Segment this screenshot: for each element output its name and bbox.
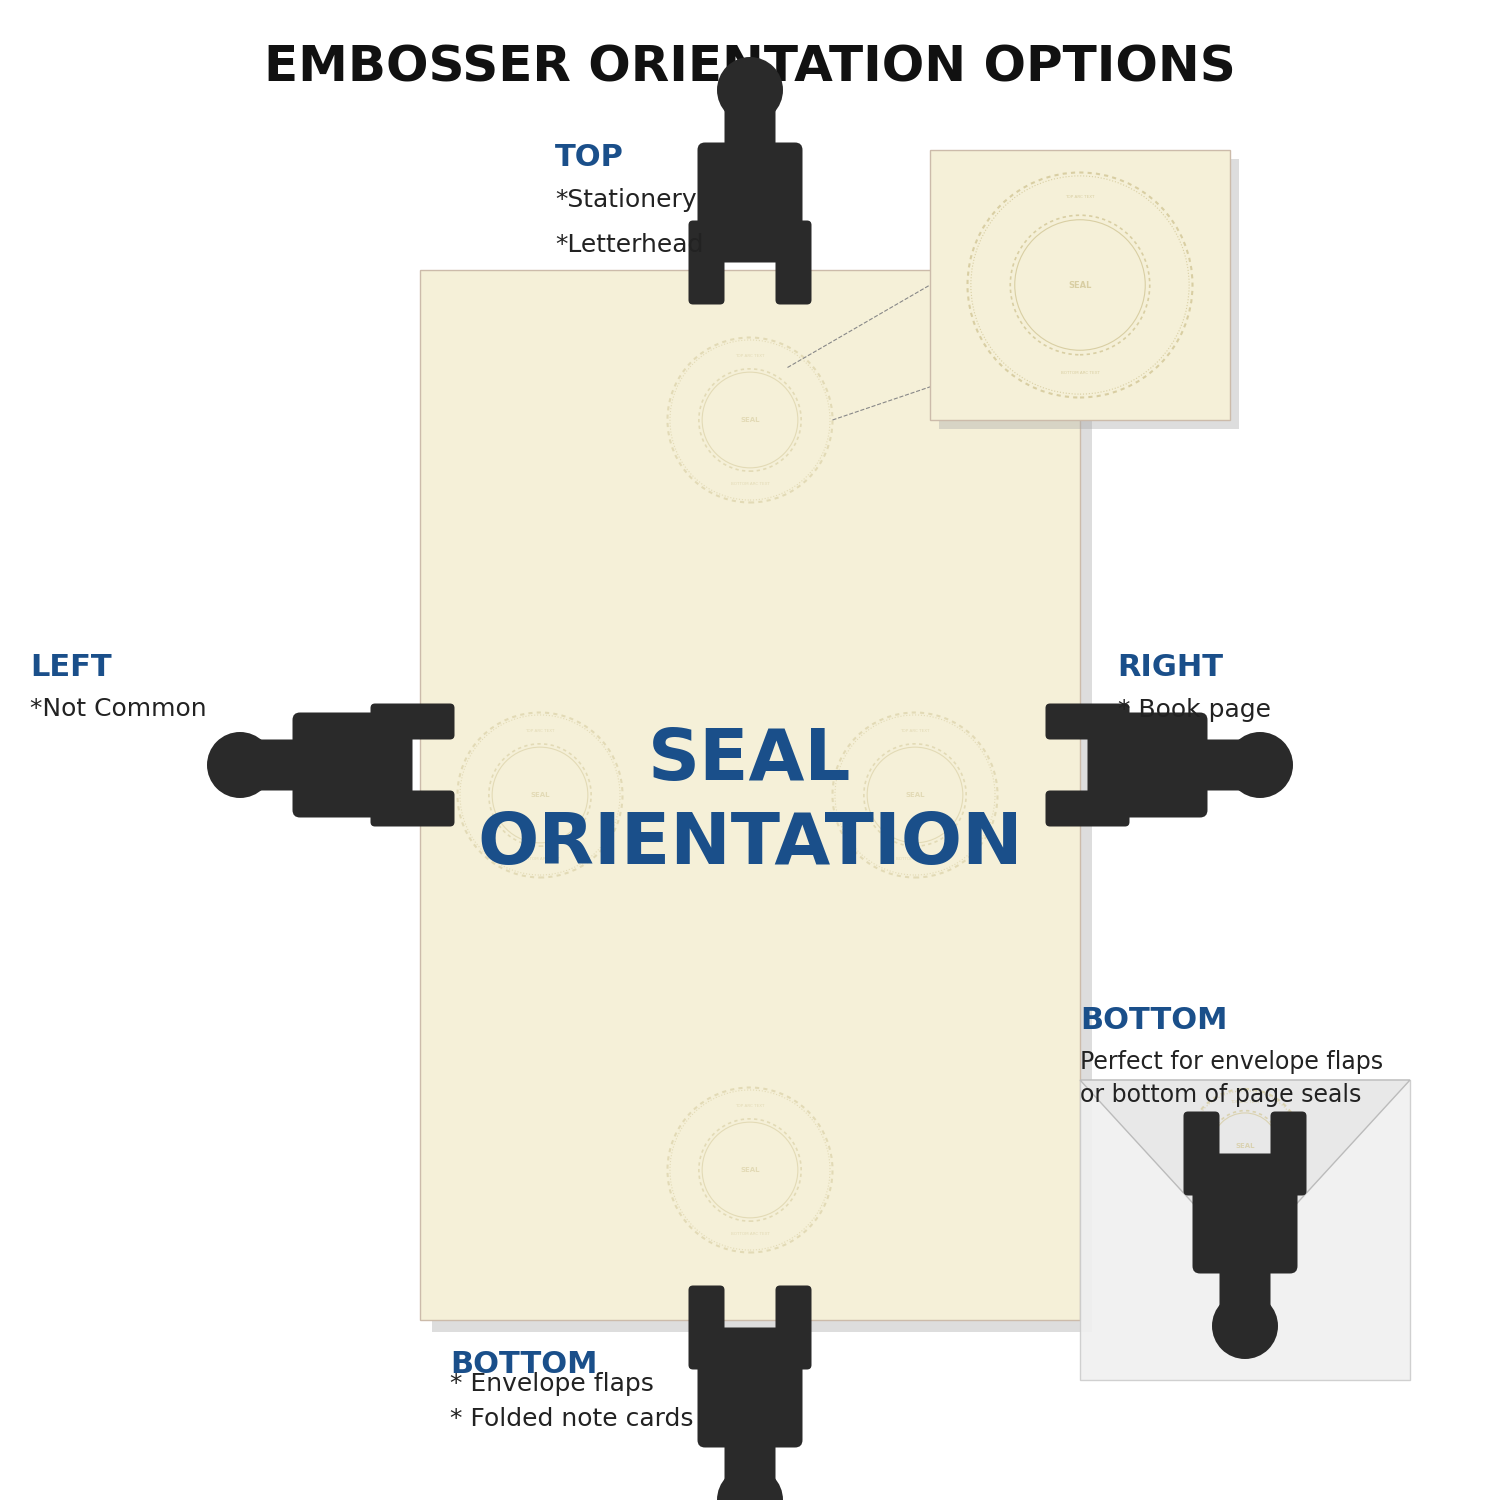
- Circle shape: [1212, 1293, 1278, 1359]
- Text: TOP: TOP: [555, 144, 624, 172]
- Text: SEAL: SEAL: [741, 1167, 759, 1173]
- FancyBboxPatch shape: [724, 68, 776, 188]
- FancyBboxPatch shape: [698, 1328, 802, 1448]
- Text: TOP ARC TEXT: TOP ARC TEXT: [900, 729, 930, 732]
- Text: BOTTOM: BOTTOM: [450, 1350, 597, 1378]
- Text: * Book page: * Book page: [1118, 698, 1270, 721]
- Text: TOP ARC TEXT: TOP ARC TEXT: [525, 729, 555, 732]
- Text: TOP ARC TEXT: TOP ARC TEXT: [735, 1104, 765, 1107]
- Circle shape: [1227, 732, 1293, 798]
- Text: TOP ARC TEXT: TOP ARC TEXT: [1065, 195, 1095, 200]
- Text: BOTTOM ARC TEXT: BOTTOM ARC TEXT: [520, 858, 560, 861]
- FancyBboxPatch shape: [432, 282, 1092, 1332]
- Text: SEAL: SEAL: [1068, 280, 1092, 290]
- Text: *Letterhead: *Letterhead: [555, 232, 704, 256]
- Text: SEAL: SEAL: [904, 792, 924, 798]
- FancyBboxPatch shape: [1220, 1228, 1270, 1348]
- FancyBboxPatch shape: [688, 220, 724, 304]
- FancyBboxPatch shape: [1192, 1154, 1298, 1274]
- Text: SEAL: SEAL: [741, 417, 759, 423]
- Text: Perfect for envelope flaps: Perfect for envelope flaps: [1080, 1050, 1383, 1074]
- FancyBboxPatch shape: [370, 790, 454, 826]
- Text: *Stationery: *Stationery: [555, 188, 696, 211]
- FancyBboxPatch shape: [776, 1286, 812, 1370]
- Text: * Envelope flaps: * Envelope flaps: [450, 1372, 654, 1396]
- FancyBboxPatch shape: [217, 740, 338, 790]
- FancyBboxPatch shape: [420, 270, 1080, 1320]
- FancyBboxPatch shape: [1184, 1112, 1219, 1196]
- FancyBboxPatch shape: [1162, 740, 1282, 790]
- Text: * Folded note cards: * Folded note cards: [450, 1407, 693, 1431]
- FancyBboxPatch shape: [688, 1286, 724, 1370]
- Text: RIGHT: RIGHT: [1118, 654, 1224, 682]
- FancyBboxPatch shape: [292, 712, 412, 818]
- Text: BOTTOM ARC TEXT: BOTTOM ARC TEXT: [730, 483, 770, 486]
- Text: BOTTOM ARC TEXT: BOTTOM ARC TEXT: [1060, 370, 1100, 375]
- Text: TOP ARC TEXT: TOP ARC TEXT: [735, 354, 765, 357]
- Text: LEFT: LEFT: [30, 654, 111, 682]
- FancyBboxPatch shape: [939, 159, 1239, 429]
- Text: SEAL: SEAL: [531, 792, 550, 798]
- Polygon shape: [1080, 1080, 1410, 1260]
- Text: TOP ARC TEXT: TOP ARC TEXT: [1230, 1100, 1260, 1104]
- Text: *Not Common: *Not Common: [30, 698, 207, 721]
- FancyBboxPatch shape: [1046, 790, 1130, 826]
- Text: SEAL: SEAL: [648, 726, 852, 795]
- FancyBboxPatch shape: [724, 1402, 776, 1500]
- FancyBboxPatch shape: [1270, 1112, 1306, 1196]
- FancyBboxPatch shape: [1080, 1080, 1410, 1380]
- Circle shape: [717, 1467, 783, 1500]
- Text: BOTTOM ARC TEXT: BOTTOM ARC TEXT: [896, 858, 934, 861]
- Text: SEAL: SEAL: [1236, 1143, 1254, 1149]
- FancyBboxPatch shape: [698, 142, 802, 262]
- Text: BOTTOM ARC TEXT: BOTTOM ARC TEXT: [1226, 1188, 1264, 1192]
- Text: BOTTOM: BOTTOM: [1080, 1007, 1227, 1035]
- Circle shape: [717, 57, 783, 123]
- FancyBboxPatch shape: [1088, 712, 1208, 818]
- Text: ORIENTATION: ORIENTATION: [477, 810, 1023, 879]
- Text: or bottom of page seals: or bottom of page seals: [1080, 1083, 1362, 1107]
- FancyBboxPatch shape: [1046, 704, 1130, 740]
- FancyBboxPatch shape: [930, 150, 1230, 420]
- Text: BOTTOM ARC TEXT: BOTTOM ARC TEXT: [730, 1233, 770, 1236]
- FancyBboxPatch shape: [776, 220, 812, 304]
- Circle shape: [207, 732, 273, 798]
- Text: EMBOSSER ORIENTATION OPTIONS: EMBOSSER ORIENTATION OPTIONS: [264, 44, 1236, 92]
- FancyBboxPatch shape: [370, 704, 454, 740]
